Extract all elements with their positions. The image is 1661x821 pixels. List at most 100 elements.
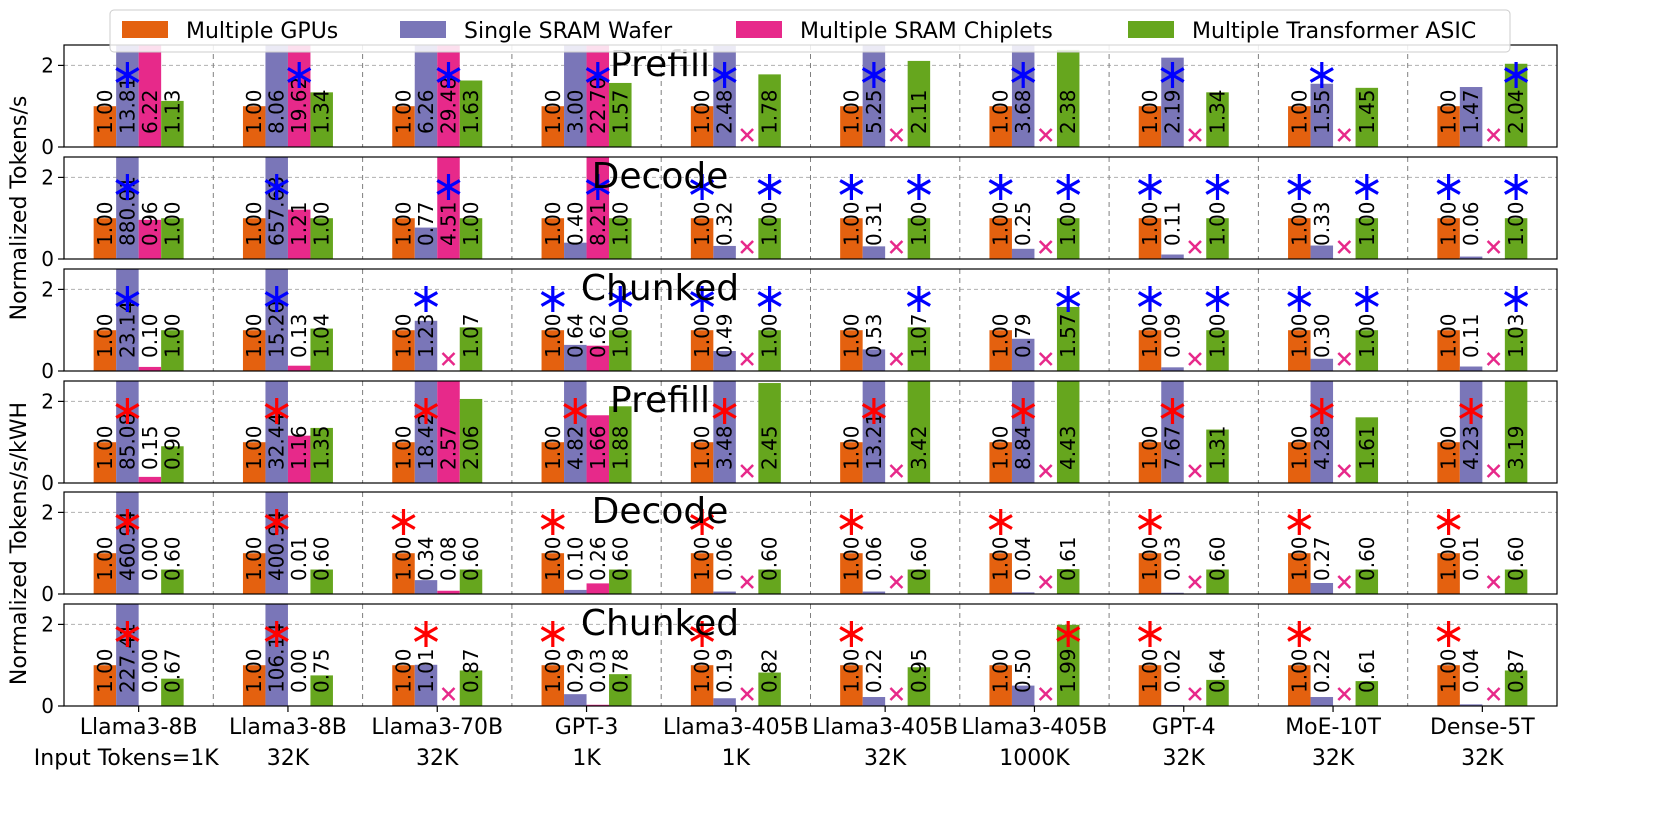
- bar: [138, 45, 162, 147]
- data-label: 1.00: [392, 425, 416, 470]
- bar: [1206, 218, 1229, 259]
- bar: [392, 553, 415, 594]
- best-marker-stroke: [264, 291, 289, 307]
- y-axis-label-throughput: Normalized Tokens/s: [7, 96, 32, 321]
- bar: [586, 583, 610, 594]
- best-marker: [988, 174, 1013, 200]
- data-label: 0.49: [713, 313, 737, 358]
- data-label: 1.00: [1138, 89, 1162, 134]
- data-label: 0.27: [1310, 536, 1334, 581]
- data-label: 1.00: [392, 313, 416, 358]
- best-marker: [712, 398, 737, 424]
- bar: [1138, 442, 1162, 483]
- bar: [287, 209, 311, 259]
- infeasible-marker: [1038, 352, 1053, 366]
- infeasible-marker-stroke: [1038, 128, 1053, 142]
- data-label: 0.01: [287, 536, 311, 581]
- bar: [1437, 218, 1460, 259]
- data-label: 1.00: [989, 89, 1013, 134]
- best-marker-stroke: [585, 179, 610, 195]
- infeasible-marker: [1486, 464, 1501, 478]
- legend-label: Multiple SRAM Chiplets: [800, 19, 1053, 44]
- best-marker-stroke: [1504, 291, 1529, 307]
- infeasible-marker-stroke: [740, 240, 754, 254]
- bar: [138, 366, 162, 371]
- x-tick-label-model: GPT-4: [1152, 715, 1216, 740]
- data-label: 1.00: [1056, 201, 1080, 246]
- data-label: 0.30: [1310, 313, 1334, 358]
- data-label: 1.00: [541, 425, 565, 470]
- x-tick-label-model: Dense-5T: [1430, 715, 1535, 740]
- legend-swatch: [400, 21, 446, 38]
- data-label: 0.11: [1161, 201, 1185, 246]
- best-marker: [413, 398, 439, 424]
- bar: [690, 106, 714, 147]
- bar: [310, 675, 333, 706]
- infeasible-marker-stroke: [889, 240, 904, 254]
- infeasible-marker: [889, 687, 904, 701]
- data-label: 1.00: [1355, 201, 1379, 246]
- bar: [586, 704, 610, 706]
- x-tick-label-tokens: 32K: [267, 746, 310, 771]
- data-label: 1.00: [1138, 201, 1162, 246]
- bar: [758, 218, 781, 259]
- data-label: 4.51: [437, 201, 461, 246]
- data-label: 1.00: [690, 201, 714, 246]
- bar: [690, 553, 714, 594]
- panel-title: Chunked: [581, 268, 739, 309]
- data-label: 0.90: [160, 425, 184, 470]
- bar: [310, 92, 333, 147]
- best-marker: [690, 509, 715, 535]
- data-label: 0.06: [713, 536, 737, 581]
- bar: [1504, 569, 1528, 594]
- data-label: 2.19: [1161, 89, 1185, 134]
- best-marker: [757, 286, 782, 312]
- data-label: 1.00: [541, 313, 565, 358]
- panel-title: Decode: [592, 156, 729, 197]
- data-label: 1.04: [310, 313, 334, 358]
- infeasible-marker: [1337, 464, 1352, 478]
- bar: [541, 665, 565, 706]
- bar: [1056, 218, 1080, 259]
- best-marker: [690, 286, 715, 312]
- bar: [564, 45, 587, 147]
- bar: [609, 674, 632, 706]
- bar: [586, 345, 610, 371]
- bar: [840, 665, 863, 706]
- infeasible-marker-stroke: [1337, 575, 1352, 589]
- x-tick-label-tokens: 1K: [722, 746, 751, 771]
- data-label: 0.22: [862, 648, 886, 693]
- bar: [1206, 569, 1229, 594]
- data-label: 1.00: [93, 648, 117, 693]
- legend: Multiple GPUs Single SRAM Wafer Multiple S…: [109, 9, 1511, 53]
- y-tick-label: 2: [41, 500, 54, 524]
- data-label: 1.00: [459, 201, 483, 246]
- bar: [459, 569, 483, 594]
- data-label: 1.88: [608, 425, 632, 470]
- data-label: 1.31: [1206, 425, 1230, 470]
- best-marker-stroke: [540, 291, 565, 307]
- data-label: 1.00: [1287, 536, 1311, 581]
- best-marker-stroke: [264, 514, 289, 530]
- best-marker-stroke: [1354, 179, 1379, 195]
- infeasible-marker-stroke: [1337, 464, 1352, 478]
- data-label: 1.00: [989, 201, 1013, 246]
- bar: [1161, 592, 1184, 594]
- best-marker: [436, 62, 461, 88]
- data-label: 1.00: [758, 313, 782, 358]
- bar: [541, 330, 565, 371]
- y-tick-label: 2: [41, 612, 54, 636]
- infeasible-marker: [1188, 240, 1202, 254]
- infeasible-marker-stroke: [740, 575, 754, 589]
- best-marker: [1011, 62, 1036, 88]
- best-marker: [1459, 398, 1484, 424]
- legend-label: Multiple GPUs: [186, 19, 338, 44]
- data-label: 0.00: [138, 536, 162, 581]
- data-label: 1.00: [1437, 425, 1461, 470]
- best-marker: [540, 509, 565, 535]
- data-label: 1.00: [1287, 313, 1311, 358]
- data-label: 1.00: [1206, 313, 1230, 358]
- bar: [1504, 328, 1528, 371]
